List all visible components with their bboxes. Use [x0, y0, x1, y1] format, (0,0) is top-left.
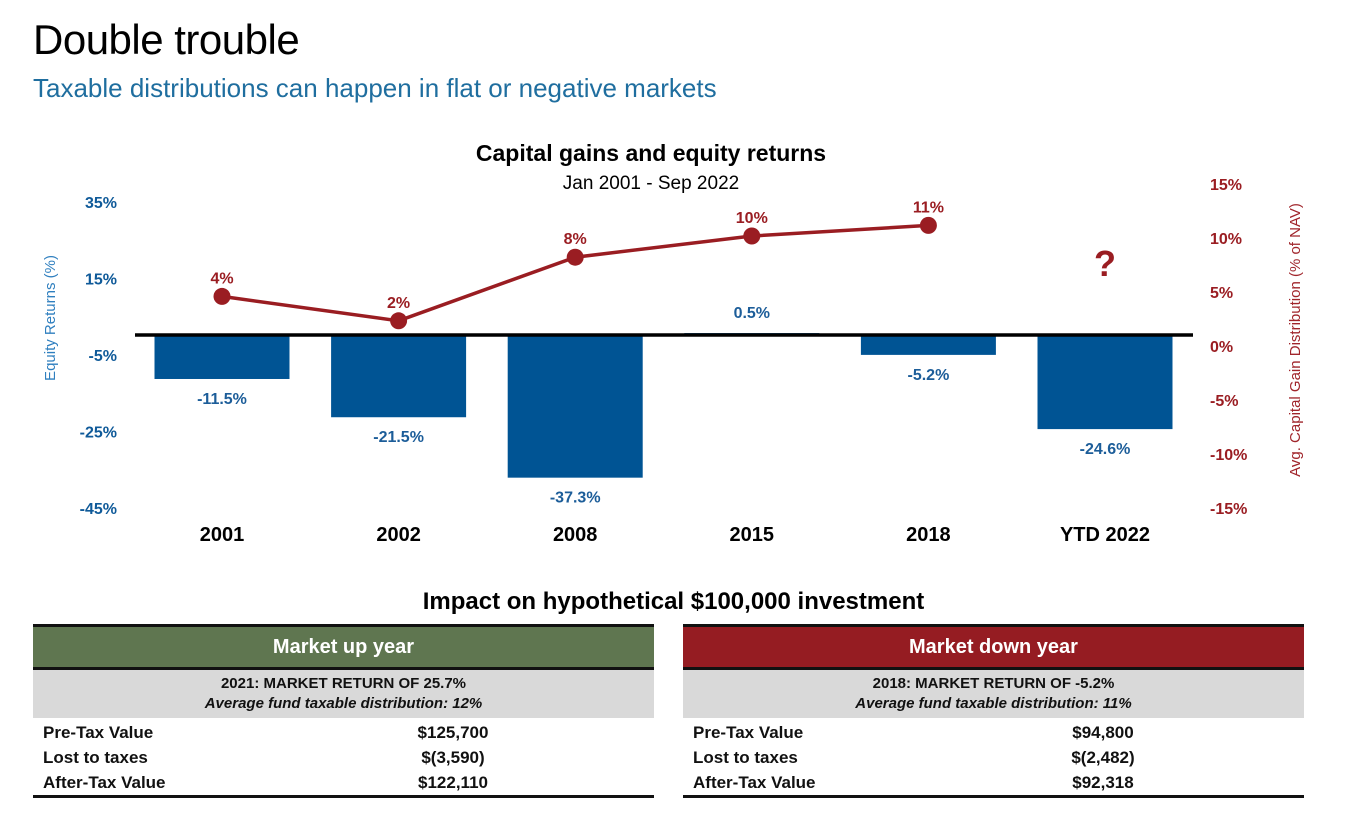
left-tick-label: 35% — [85, 195, 117, 212]
left-tick-label: -5% — [89, 348, 117, 365]
market-up-summary: 2021: MARKET RETURN OF 25.7% Average fun… — [33, 670, 654, 718]
capital-gain-point — [566, 248, 584, 266]
right-axis-ticks: 15% 10% 5% 0% -5% -10% -15% — [1210, 177, 1247, 518]
capital-gain-point — [213, 287, 231, 305]
capital-gain-point — [743, 227, 761, 245]
capital-gain-point — [390, 312, 408, 330]
left-tick-label: -25% — [80, 425, 117, 442]
table-row: Pre-Tax Value $94,800 — [683, 720, 1304, 745]
row-value: $92,318 — [1072, 773, 1134, 792]
equity-bar — [154, 335, 290, 379]
category-label: 2001 — [200, 524, 245, 546]
capital-gain-line: 4% 2% 8% 10% 11%? — [210, 199, 1116, 330]
line-value-label: 4% — [210, 270, 233, 287]
market-up-header: Market up year — [33, 624, 654, 670]
page-title: Double trouble — [33, 16, 300, 63]
chart-title: Capital gains and equity returns — [476, 140, 826, 166]
unknown-value-marker: ? — [1094, 243, 1116, 284]
bar-value-label: -21.5% — [373, 429, 424, 446]
line-value-label: 2% — [387, 295, 410, 312]
right-tick-label: -10% — [1210, 447, 1247, 464]
market-up-panel: Market up year 2021: MARKET RETURN OF 25… — [33, 624, 654, 798]
equity-bar — [860, 335, 996, 355]
equity-bar — [1037, 335, 1173, 430]
row-label: After-Tax Value — [43, 773, 166, 792]
bar-value-label: -5.2% — [908, 367, 950, 384]
category-label: YTD 2022 — [1060, 524, 1150, 546]
right-tick-label: 5% — [1210, 285, 1233, 302]
market-down-distribution: Average fund taxable distribution: 11% — [855, 695, 1132, 712]
row-value: $(2,482) — [1071, 748, 1135, 767]
row-label: After-Tax Value — [693, 773, 816, 792]
row-value: $94,800 — [1072, 723, 1134, 742]
capital-gain-point — [919, 216, 937, 234]
row-label: Pre-Tax Value — [693, 723, 804, 742]
right-axis-label: Avg. Capital Gain Distribution (% of NAV… — [1287, 203, 1304, 477]
bar-value-label: -24.6% — [1080, 441, 1131, 458]
left-axis-label: Equity Returns (%) — [42, 255, 59, 381]
market-down-table: Pre-Tax Value $94,800 Lost to taxes $(2,… — [683, 718, 1304, 798]
equity-bars: -11.5% -21.5% -37.3% 0.5% -5.2% -24.6% — [154, 305, 1173, 507]
page-subtitle: Taxable distributions can happen in flat… — [33, 73, 717, 103]
category-label: 2002 — [376, 524, 421, 546]
right-tick-label: 15% — [1210, 177, 1242, 194]
table-row: Lost to taxes $(2,482) — [683, 745, 1304, 770]
row-value: $(3,590) — [421, 748, 485, 767]
table-row: Lost to taxes $(3,590) — [33, 745, 654, 770]
row-value: $122,110 — [418, 773, 488, 792]
row-value: $125,700 — [417, 723, 489, 742]
market-up-table: Pre-Tax Value $125,700 Lost to taxes $(3… — [33, 718, 654, 798]
table-row: After-Tax Value $92,318 — [683, 770, 1304, 795]
impact-title: Impact on hypothetical $100,000 investme… — [422, 588, 925, 615]
market-down-header: Market down year — [683, 624, 1304, 670]
market-up-distribution: Average fund taxable distribution: 12% — [204, 695, 483, 712]
market-up-return: 2021: MARKET RETURN OF 25.7% — [220, 675, 467, 692]
left-axis-ticks: 35% 15% -5% -25% -45% — [80, 195, 117, 518]
market-down-return: 2018: MARKET RETURN OF -5.2% — [872, 675, 1115, 692]
table-row: Pre-Tax Value $125,700 — [33, 720, 654, 745]
chart-subtitle: Jan 2001 - Sep 2022 — [563, 173, 739, 194]
bar-value-label: -37.3% — [550, 490, 601, 507]
row-label: Lost to taxes — [693, 748, 798, 767]
bar-value-label: -11.5% — [197, 391, 247, 408]
chart: Capital gains and equity returns Jan 200… — [42, 140, 1304, 546]
market-down-summary: 2018: MARKET RETURN OF -5.2% Average fun… — [683, 670, 1304, 718]
line-value-label: 10% — [736, 210, 768, 227]
right-tick-label: -5% — [1210, 393, 1238, 410]
left-tick-label: 15% — [85, 272, 117, 289]
category-label: 2008 — [553, 524, 598, 546]
row-label: Lost to taxes — [43, 748, 148, 767]
category-label: 2015 — [730, 524, 775, 546]
left-tick-label: -45% — [80, 501, 117, 518]
line-value-label: 11% — [913, 199, 944, 216]
category-labels: 2001 2002 2008 2015 2018 YTD 2022 — [200, 524, 1150, 546]
row-label: Pre-Tax Value — [43, 723, 154, 742]
right-tick-label: -15% — [1210, 501, 1247, 518]
bar-value-label: 0.5% — [734, 305, 770, 322]
equity-bar — [507, 335, 643, 478]
table-row: After-Tax Value $122,110 — [33, 770, 654, 795]
right-tick-label: 0% — [1210, 339, 1233, 356]
category-label: 2018 — [906, 524, 951, 546]
right-tick-label: 10% — [1210, 231, 1242, 248]
market-down-panel: Market down year 2018: MARKET RETURN OF … — [683, 624, 1304, 798]
line-value-label: 8% — [564, 231, 587, 248]
equity-bar — [331, 335, 467, 418]
